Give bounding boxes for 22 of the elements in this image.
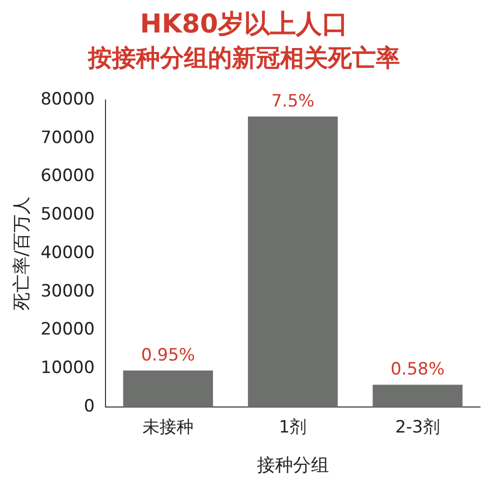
y-tick-label: 20000 [40,320,95,340]
y-tick-label: 30000 [40,281,95,302]
x-tick-label: 1剂 [278,418,307,438]
y-tick-label: 70000 [40,128,95,148]
x-tick-label: 2-3剂 [395,418,440,438]
y-tick-label: 0 [84,396,95,416]
y-tick-label: 50000 [40,204,95,225]
chart-title: HK80岁以上人口 [140,9,348,40]
y-axis-title: 死亡率/百万人 [11,196,32,311]
y-tick-label: 40000 [40,242,95,263]
y-tick-label: 10000 [40,358,95,378]
bar [248,116,338,407]
x-tick-label: 未接种 [142,418,194,438]
y-tick-label: 60000 [40,166,95,186]
x-axis-title: 接种分组 [256,454,329,476]
chart-subtitle: 按接种分组的新冠相关死亡率 [87,44,400,72]
annotation: 0.58% [390,360,445,380]
bar [372,384,463,407]
annotation: 7.5% [271,91,314,112]
bar [123,370,213,407]
annotation: 0.95% [141,345,196,366]
y-tick-label: 80000 [40,89,95,110]
